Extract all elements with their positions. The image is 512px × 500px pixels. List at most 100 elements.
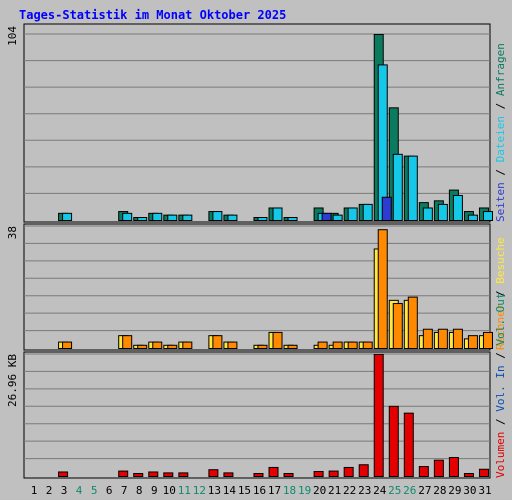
bar-dateien xyxy=(257,217,268,221)
bar-dateien xyxy=(362,203,373,221)
x-axis-day-label: 19 xyxy=(298,484,311,497)
legend-item: Vol. In xyxy=(494,365,507,411)
bar-volumen xyxy=(358,464,369,478)
bar-dateien xyxy=(437,203,448,221)
panel-frame xyxy=(23,223,491,351)
legend: Volumen / Vol. In / Vol. Out xyxy=(494,293,507,478)
bar-dateien xyxy=(482,211,493,222)
bar-rechner xyxy=(437,328,448,350)
bar-dateien xyxy=(392,153,403,221)
bar-volumen xyxy=(253,473,264,477)
bar-dateien xyxy=(122,212,133,222)
bar-volumen xyxy=(433,459,444,477)
bar-rechner xyxy=(182,341,193,350)
bar-dateien xyxy=(422,207,433,222)
bar-rechner xyxy=(272,331,283,349)
bar-rechner xyxy=(227,341,238,350)
legends: Seiten / Dateien / Anfragen Rechner / Bes… xyxy=(494,43,507,478)
bar-rechner xyxy=(152,341,163,350)
bar-volumen xyxy=(313,471,324,477)
chart-bars xyxy=(58,34,493,478)
x-axis-day-label: 24 xyxy=(373,484,387,497)
bar-dateien xyxy=(272,207,283,222)
bar-volumen xyxy=(463,473,474,477)
x-axis-day-label: 14 xyxy=(223,484,237,497)
bar-volumen xyxy=(343,466,354,477)
legend-item: Besuche xyxy=(494,237,507,283)
bar-dateien xyxy=(407,155,418,221)
bar-volumen xyxy=(163,472,174,477)
bar-rechner xyxy=(467,335,478,350)
bar-volumen xyxy=(178,472,189,477)
bar-dateien xyxy=(227,214,238,221)
bar-rechner xyxy=(62,341,73,350)
bar-rechner xyxy=(332,341,343,350)
legend-item: Seiten xyxy=(494,182,507,222)
bar-volumen xyxy=(58,471,69,478)
x-axis-day-label: 7 xyxy=(121,484,128,497)
bar-volumen xyxy=(118,470,129,477)
bar-dateien xyxy=(467,214,478,221)
bar-dateien xyxy=(332,214,343,221)
x-axis-day-label: 16 xyxy=(253,484,266,497)
y-axis-max-label: 38 xyxy=(6,226,19,239)
bar-volumen xyxy=(403,412,414,477)
bar-volumen xyxy=(148,471,159,478)
bar-rechner xyxy=(167,344,178,349)
x-axis-day-label: 4 xyxy=(76,484,83,497)
bar-seiten xyxy=(321,212,332,222)
x-axis-day-label: 22 xyxy=(343,484,356,497)
bar-rechner xyxy=(317,341,328,350)
bar-seiten xyxy=(381,196,392,221)
bar-rechner xyxy=(422,328,433,350)
legend: Seiten / Dateien / Anfragen xyxy=(494,43,507,222)
legend-separator: / xyxy=(494,162,507,182)
x-axis-day-label: 21 xyxy=(328,484,341,497)
legend-item: Dateien xyxy=(494,116,507,162)
bar-volumen xyxy=(283,473,294,477)
bar-volumen xyxy=(328,470,339,477)
bar-volumen xyxy=(373,354,384,477)
legend: Rechner / Besuche xyxy=(494,237,507,350)
bar-dateien xyxy=(62,212,73,222)
bar-rechner xyxy=(212,335,223,350)
x-axis-day-label: 15 xyxy=(238,484,251,497)
bar-rechner xyxy=(452,328,463,350)
bar-rechner xyxy=(122,335,133,350)
x-axis-day-label: 27 xyxy=(418,484,431,497)
x-axis-day-label: 12 xyxy=(193,484,206,497)
bar-volumen xyxy=(208,469,219,477)
x-axis-day-label: 11 xyxy=(178,484,191,497)
x-axis-day-label: 29 xyxy=(448,484,461,497)
x-axis-day-label: 3 xyxy=(61,484,68,497)
x-axis-day-label: 25 xyxy=(388,484,401,497)
x-axis-day-label: 18 xyxy=(283,484,296,497)
x-axis-day-label: 13 xyxy=(208,484,221,497)
x-axis-day-label: 28 xyxy=(433,484,446,497)
bar-dateien xyxy=(167,214,178,221)
bar-rechner xyxy=(362,341,373,350)
legend-separator: / xyxy=(494,346,507,366)
x-axis-labels: 1 2 3 4 5 6 7 8 9 10 11 12 13 14 15 16 17 18 19 20 21 22 23 24 2… xyxy=(31,484,492,497)
chart-title: Tages-Statistik im Monat Oktober 2025 xyxy=(19,8,286,22)
bar-rechner xyxy=(347,341,358,350)
x-axis-day-label: 2 xyxy=(46,484,53,497)
x-axis-day-label: 6 xyxy=(106,484,113,497)
bar-volumen xyxy=(223,472,234,477)
bar-rechner xyxy=(377,229,388,349)
y-axis-labels: 104 38 26.96 KB xyxy=(6,26,19,407)
bar-rechner xyxy=(257,344,268,349)
legend-item: Rechner xyxy=(494,303,507,350)
x-axis-day-label: 1 xyxy=(31,484,38,497)
bar-dateien xyxy=(347,207,358,222)
x-axis-day-label: 9 xyxy=(151,484,158,497)
legend-separator: / xyxy=(494,284,507,304)
bar-dateien xyxy=(212,211,223,222)
chart-frames xyxy=(23,23,491,479)
x-axis-day-label: 31 xyxy=(478,484,491,497)
bar-volumen xyxy=(478,468,489,477)
bar-rechner xyxy=(287,344,298,349)
bar-rechner xyxy=(482,331,493,349)
